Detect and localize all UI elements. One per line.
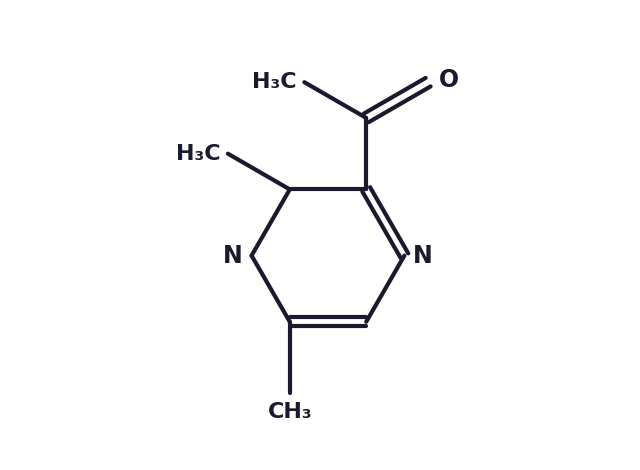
Text: CH₃: CH₃ [268,402,312,422]
Text: N: N [223,243,243,267]
Text: H₃C: H₃C [252,72,297,92]
Text: N: N [413,243,433,267]
Text: O: O [439,68,459,92]
Text: H₃C: H₃C [176,144,220,164]
